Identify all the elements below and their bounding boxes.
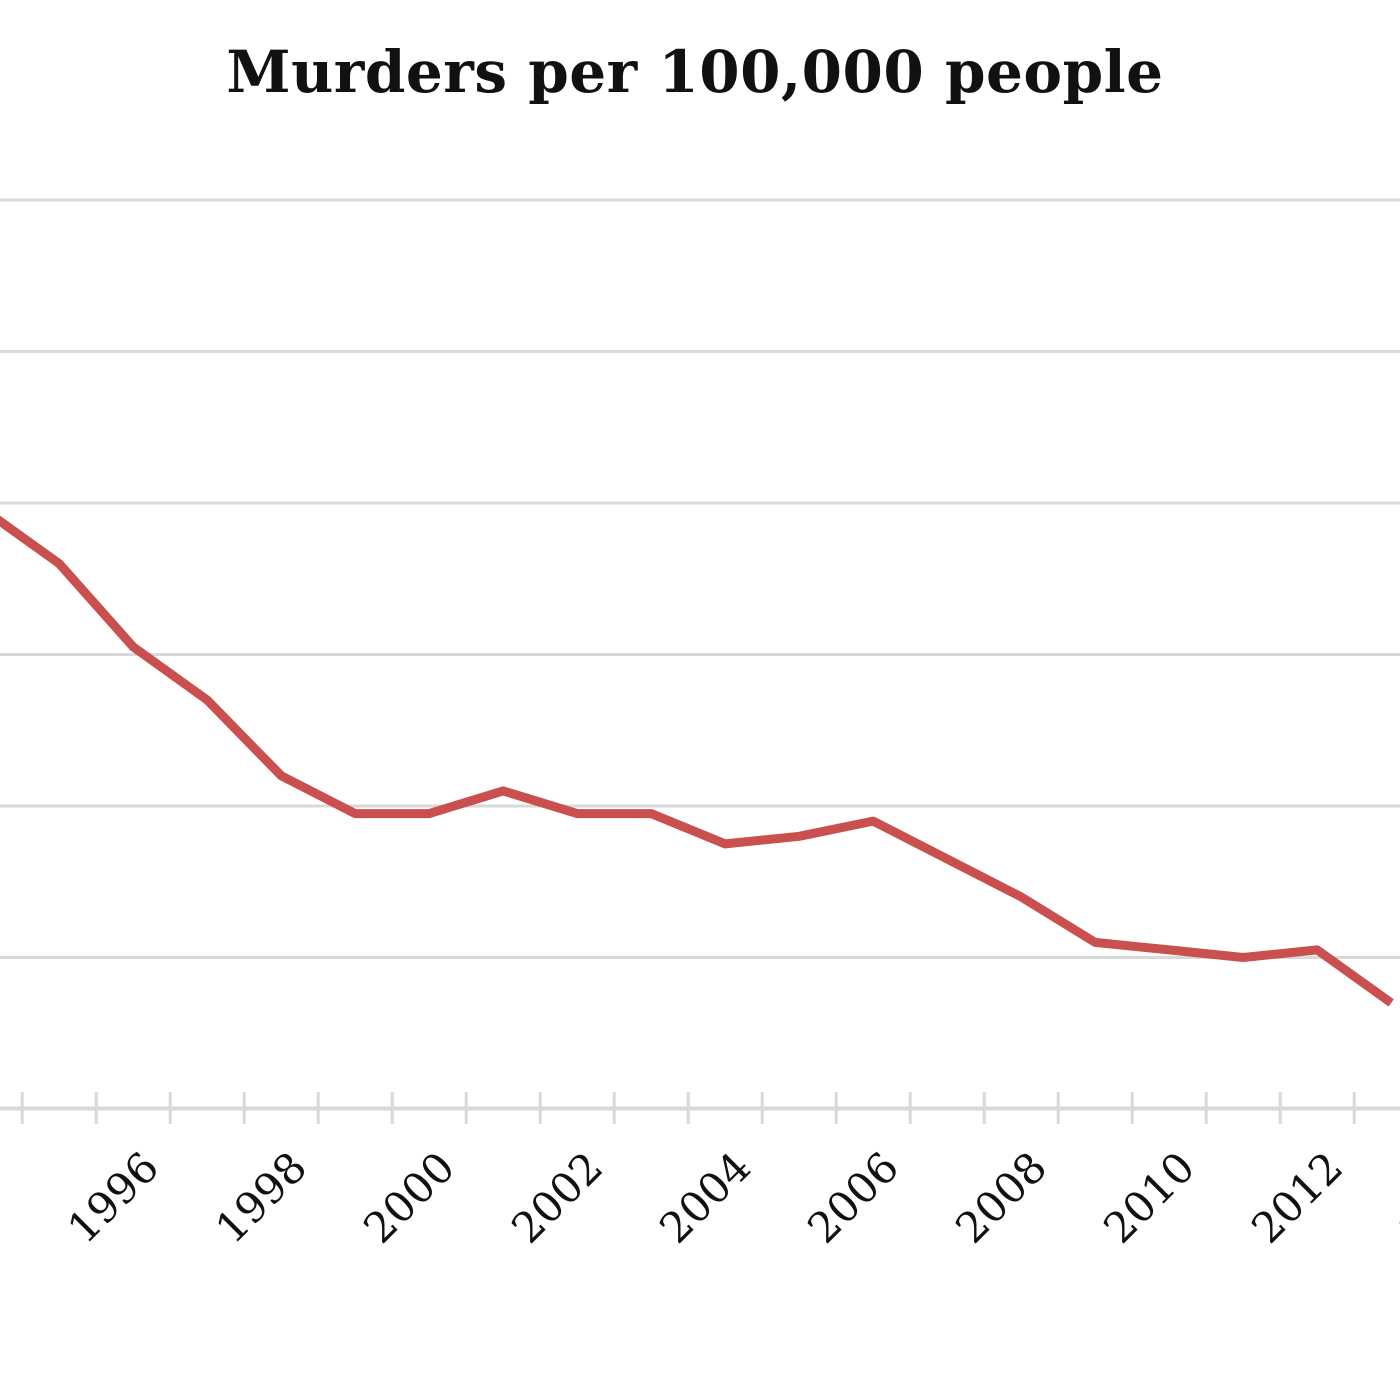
x-tick-label: 2012: [1242, 1142, 1352, 1252]
x-tick-label: 2008: [946, 1142, 1056, 1252]
x-tick-label: 2010: [1094, 1142, 1204, 1252]
x-tick-label: 2002: [502, 1142, 612, 1252]
series-layer: [0, 515, 1394, 1007]
series-line: [0, 515, 1394, 1007]
x-tick-label: 2004: [650, 1142, 760, 1252]
x-tick-label: 1996: [58, 1142, 168, 1252]
x-tick-label: 2006: [798, 1142, 908, 1252]
x-axis: [0, 1092, 1400, 1124]
x-tick-label: 2014: [1390, 1142, 1400, 1252]
chart-title: Murders per 100,000 people: [226, 38, 1164, 106]
gridlines: [0, 198, 1400, 1111]
x-tick-label: 2000: [354, 1142, 464, 1252]
x-tick-label: 1998: [206, 1142, 316, 1252]
x-tick-labels: 1996 1998 2000 2002 2004 2006 2008 2010 2012 2014: [58, 1142, 1400, 1252]
